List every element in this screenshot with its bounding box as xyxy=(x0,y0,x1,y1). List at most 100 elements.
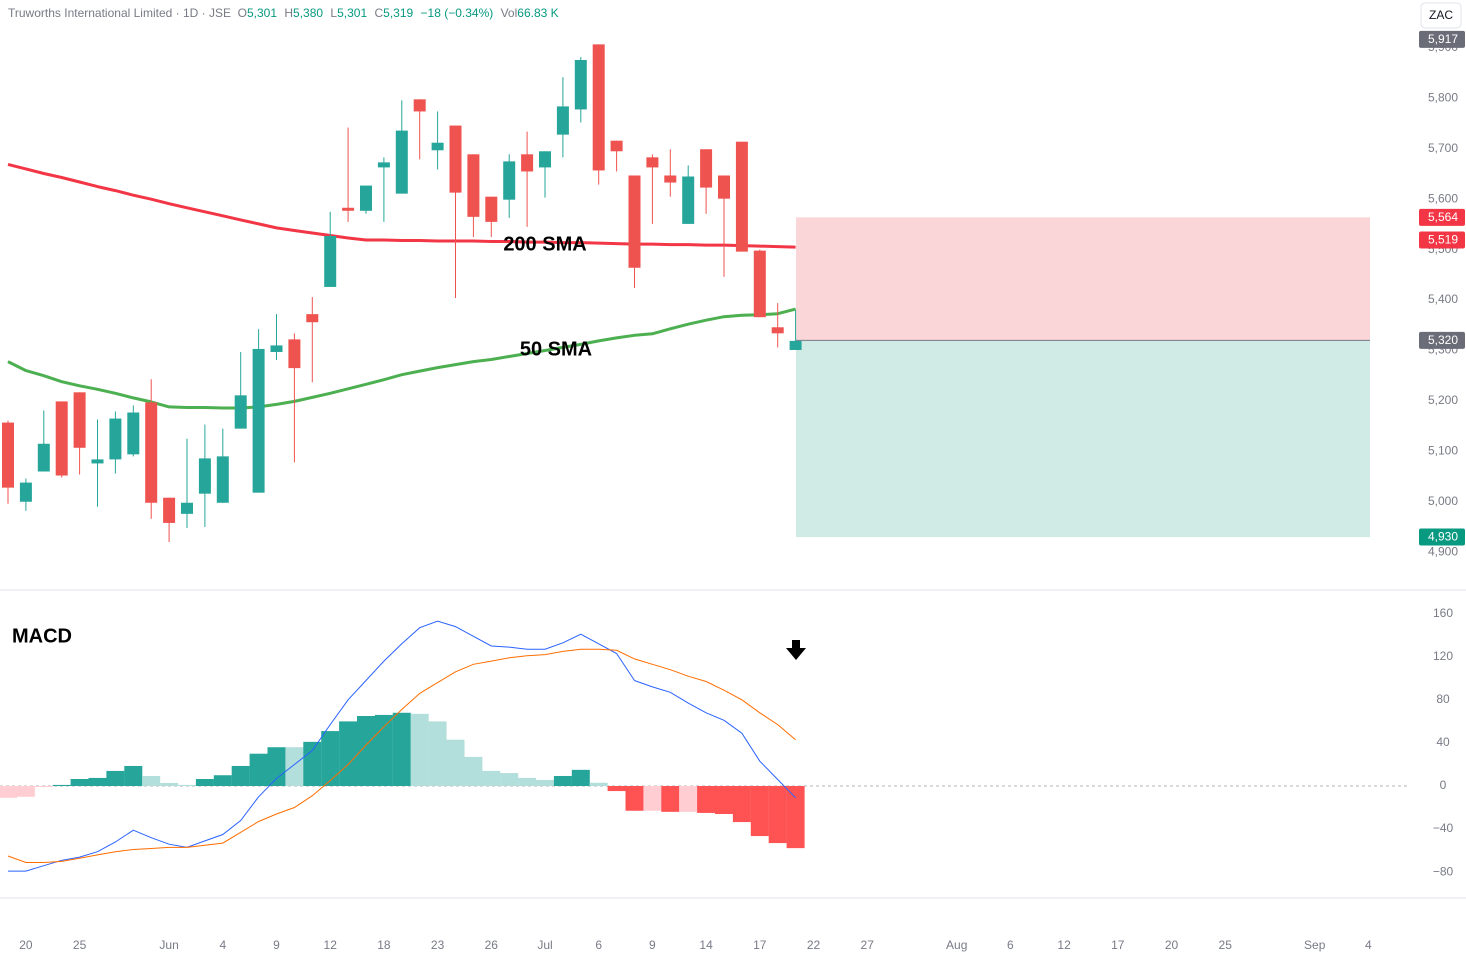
currency-button[interactable]: ZAC xyxy=(1420,2,1462,29)
x-tick-label: 9 xyxy=(649,938,656,952)
price-tag-label: 5,917 xyxy=(1428,32,1458,46)
histogram-bar xyxy=(16,786,35,797)
histogram-bar xyxy=(536,779,554,786)
candle-body xyxy=(574,60,587,110)
price-tag xyxy=(1419,208,1465,226)
histogram-bar xyxy=(303,741,322,786)
x-tick-label: 26 xyxy=(485,938,499,952)
candle-body xyxy=(2,422,14,488)
candle-body xyxy=(252,348,265,493)
histogram-bar xyxy=(607,786,626,792)
x-tick-label: 6 xyxy=(595,938,602,952)
x-tick-label: 27 xyxy=(861,938,875,952)
histogram-bar xyxy=(500,773,519,786)
histogram-bar xyxy=(195,779,214,786)
currency-button-box[interactable] xyxy=(1420,2,1462,29)
histogram-bar xyxy=(589,782,608,786)
candle-body xyxy=(181,502,193,514)
candle-body xyxy=(37,443,50,472)
candle-body xyxy=(288,339,301,369)
x-tick-label: 25 xyxy=(1219,938,1233,952)
y-tick-label: 5,800 xyxy=(1428,91,1458,105)
histogram-bar xyxy=(142,775,161,786)
histogram-bar xyxy=(571,769,590,786)
low-label: L xyxy=(330,6,338,20)
y-tick-label: −40 xyxy=(1433,821,1454,835)
histogram-bar xyxy=(697,786,716,813)
candle-body xyxy=(467,154,480,217)
histogram-bar xyxy=(410,713,429,786)
candle-body xyxy=(377,162,390,168)
histogram-bar xyxy=(374,714,393,786)
x-tick-label: 4 xyxy=(219,938,226,952)
candle-body xyxy=(19,482,32,502)
close-value: 5,319 xyxy=(383,6,414,20)
macd-title: MACD xyxy=(12,625,72,647)
legend-header: Truworths International Limited · 1D · J… xyxy=(8,6,563,20)
x-tick-label: 12 xyxy=(324,938,338,952)
histogram-bar xyxy=(178,784,196,786)
low-value: 5,301 xyxy=(337,6,368,20)
histogram-bar xyxy=(70,779,89,786)
symbol-title: Truworths International Limited · 1D · J… xyxy=(8,6,231,20)
candle-body xyxy=(198,458,211,494)
x-tick-label: 6 xyxy=(1007,938,1014,952)
price-tag-label: 5,519 xyxy=(1428,233,1458,247)
down-arrow-icon xyxy=(786,640,806,660)
candle-body xyxy=(163,497,176,523)
x-tick-label: 20 xyxy=(1165,938,1179,952)
candle-body xyxy=(270,345,283,352)
candle-body xyxy=(127,412,140,455)
histogram-bar xyxy=(124,765,143,786)
macd-line xyxy=(8,620,796,872)
sma-label: 200 SMA xyxy=(503,233,586,255)
high-label: H xyxy=(284,6,294,20)
close-label: C xyxy=(374,6,384,20)
candle-body xyxy=(109,418,122,460)
price-tag-label: 4,930 xyxy=(1428,530,1458,544)
candle-body xyxy=(700,149,713,188)
histogram-bar xyxy=(52,784,71,786)
y-tick-label: −80 xyxy=(1433,864,1454,878)
histogram-bar xyxy=(249,753,268,786)
open-value: 5,301 xyxy=(247,6,278,20)
y-tick-label: 40 xyxy=(1436,735,1450,749)
candle-body xyxy=(73,392,86,448)
price-tag xyxy=(1419,528,1465,546)
histogram-bar xyxy=(231,765,250,786)
x-tick-label: 25 xyxy=(73,938,87,952)
candle-body xyxy=(539,151,551,168)
candle-body xyxy=(342,207,355,211)
y-tick-label: 5,400 xyxy=(1428,292,1458,306)
x-tick-label: 12 xyxy=(1057,938,1071,952)
candle-body xyxy=(91,459,104,464)
histogram-bar xyxy=(661,786,680,812)
volume-value: 66.83 K xyxy=(517,6,559,20)
histogram-bar xyxy=(285,747,304,786)
sma-line xyxy=(7,162,796,249)
candle-body xyxy=(718,175,730,199)
y-tick-label: 5,200 xyxy=(1428,393,1458,407)
candle-body xyxy=(521,154,534,172)
y-tick-label: 160 xyxy=(1433,606,1453,620)
histogram-bar xyxy=(679,786,698,812)
currency-label[interactable]: ZAC xyxy=(1429,8,1453,22)
candle-body xyxy=(145,402,158,503)
x-tick-label: 17 xyxy=(1111,938,1125,952)
candle-body xyxy=(413,99,426,112)
volume-label: Vol xyxy=(500,6,518,20)
sma-line xyxy=(7,307,796,410)
candle-body xyxy=(360,185,372,211)
candle-body xyxy=(592,44,605,171)
candle-body xyxy=(753,250,766,318)
candle-body xyxy=(55,401,68,476)
candle-body xyxy=(503,161,516,200)
histogram-bar xyxy=(213,775,232,786)
candle-body xyxy=(610,140,623,152)
y-tick-label: 5,600 xyxy=(1428,191,1458,205)
y-tick-label: 5,000 xyxy=(1428,494,1458,508)
y-tick-label: 120 xyxy=(1433,649,1453,663)
macd-line xyxy=(7,648,796,863)
price-tag xyxy=(1419,30,1465,48)
x-tick-label: Jul xyxy=(537,938,552,952)
